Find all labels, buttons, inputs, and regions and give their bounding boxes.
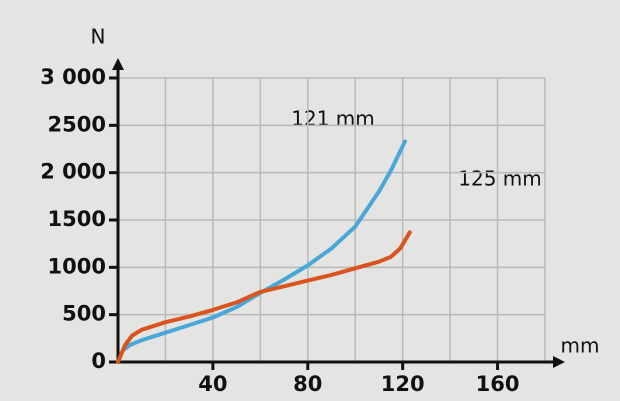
data-line [116,139,407,364]
x-tick-label: 160 [476,372,520,396]
y-axis-arrow [112,58,124,70]
x-tick-label: 40 [198,372,227,396]
x-tick-label: 120 [381,372,425,396]
x-tick-label: 80 [293,372,322,396]
y-tick-label: 3 000 [40,65,106,89]
data-line [116,230,412,364]
x-axis-label: mm [561,334,600,358]
y-tick-label: 2500 [48,112,106,136]
y-tick-label: 2 000 [40,160,106,184]
y-tick-label: 1500 [48,207,106,231]
y-tick-label: 1000 [48,254,106,278]
y-axis-label: N [91,25,106,49]
y-tick-label: 500 [62,302,106,326]
annotation: 125 mm [458,167,542,191]
annotation: 121 mm [291,107,375,131]
y-tick-label: 0 [91,349,106,373]
x-axis-arrow [553,356,565,368]
